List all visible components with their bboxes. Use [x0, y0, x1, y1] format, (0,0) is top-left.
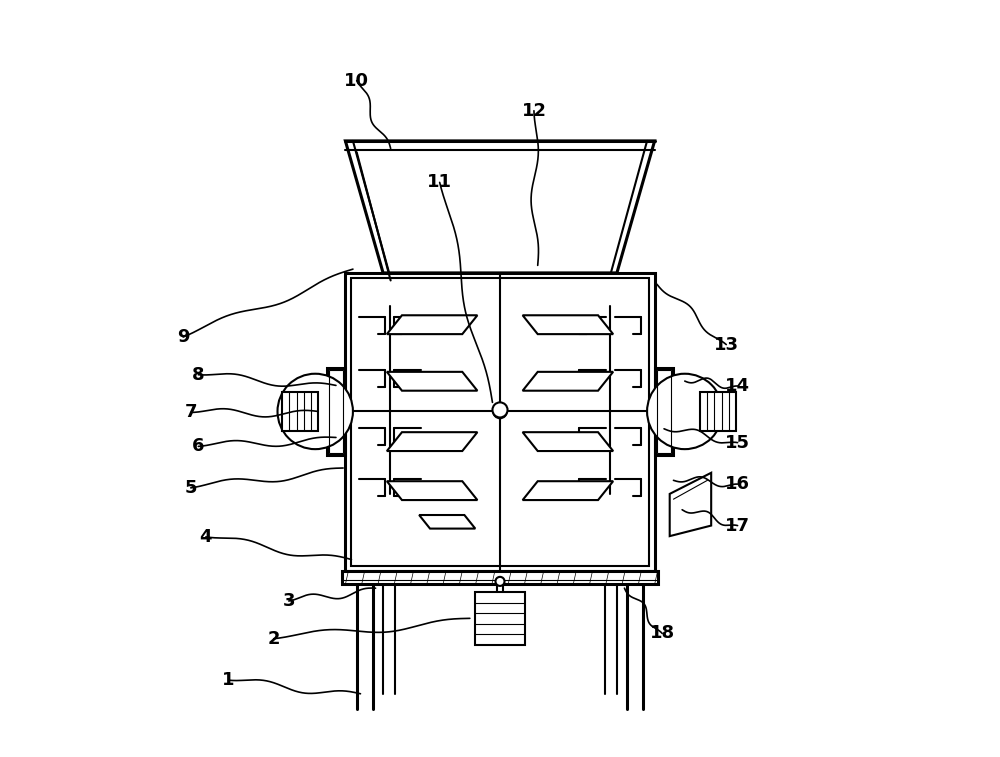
- Text: 13: 13: [714, 335, 739, 354]
- Bar: [655, 368, 673, 455]
- Bar: [475, 592, 525, 645]
- Text: 1: 1: [222, 671, 235, 689]
- Text: 2: 2: [267, 630, 280, 648]
- Text: 17: 17: [725, 516, 750, 534]
- Text: 15: 15: [725, 434, 750, 452]
- Polygon shape: [523, 315, 613, 334]
- Text: 6: 6: [192, 438, 205, 456]
- Polygon shape: [345, 141, 655, 273]
- Polygon shape: [523, 432, 613, 451]
- Polygon shape: [387, 481, 477, 500]
- Polygon shape: [523, 372, 613, 391]
- Bar: [327, 368, 345, 455]
- Text: 14: 14: [725, 377, 750, 395]
- Text: 18: 18: [650, 625, 675, 643]
- Polygon shape: [419, 515, 475, 528]
- Bar: [700, 392, 736, 431]
- Text: 16: 16: [725, 475, 750, 493]
- Text: 11: 11: [427, 173, 452, 192]
- Polygon shape: [387, 432, 477, 451]
- Circle shape: [492, 403, 508, 417]
- Bar: [282, 392, 318, 431]
- Circle shape: [495, 577, 505, 586]
- Text: 8: 8: [192, 366, 205, 384]
- Circle shape: [647, 374, 722, 449]
- Bar: [351, 278, 649, 565]
- Bar: [657, 370, 671, 453]
- Text: 5: 5: [185, 479, 197, 497]
- Polygon shape: [387, 372, 477, 391]
- Text: 9: 9: [177, 328, 189, 346]
- Circle shape: [493, 405, 507, 418]
- Text: 7: 7: [185, 403, 197, 422]
- Polygon shape: [670, 473, 711, 536]
- Text: 12: 12: [521, 101, 546, 120]
- Bar: [345, 273, 655, 571]
- Polygon shape: [387, 315, 477, 334]
- Text: 4: 4: [200, 528, 212, 546]
- Bar: [329, 370, 343, 453]
- Circle shape: [278, 374, 353, 449]
- Polygon shape: [523, 481, 613, 500]
- Bar: [342, 571, 658, 584]
- Text: 10: 10: [344, 72, 369, 89]
- Text: 3: 3: [283, 592, 295, 610]
